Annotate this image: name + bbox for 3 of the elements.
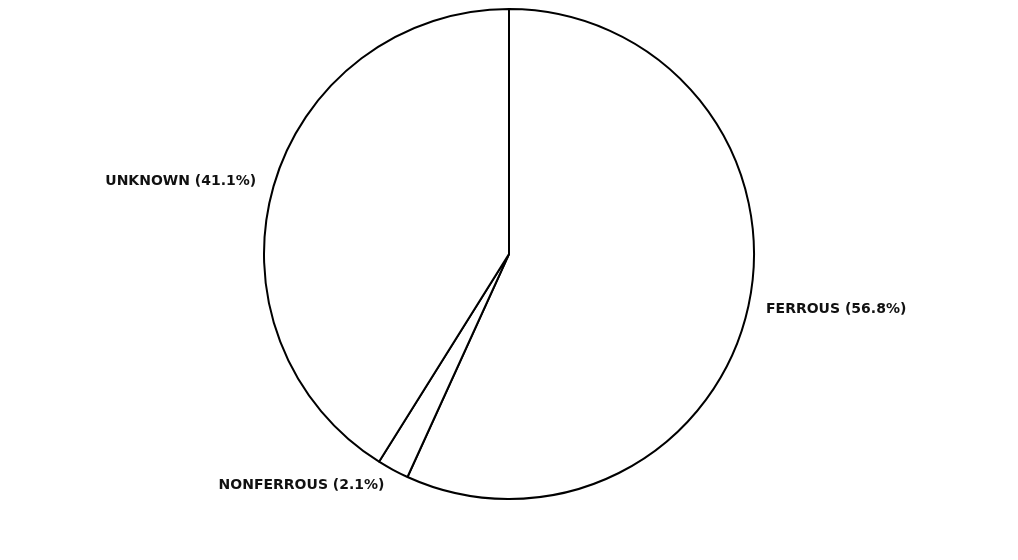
slice-label: NONFERROUS (2.1%) (218, 476, 385, 493)
slice-label: UNKNOWN (41.1%) (105, 172, 257, 189)
slice-label: FERROUS (56.8%) (766, 300, 907, 317)
